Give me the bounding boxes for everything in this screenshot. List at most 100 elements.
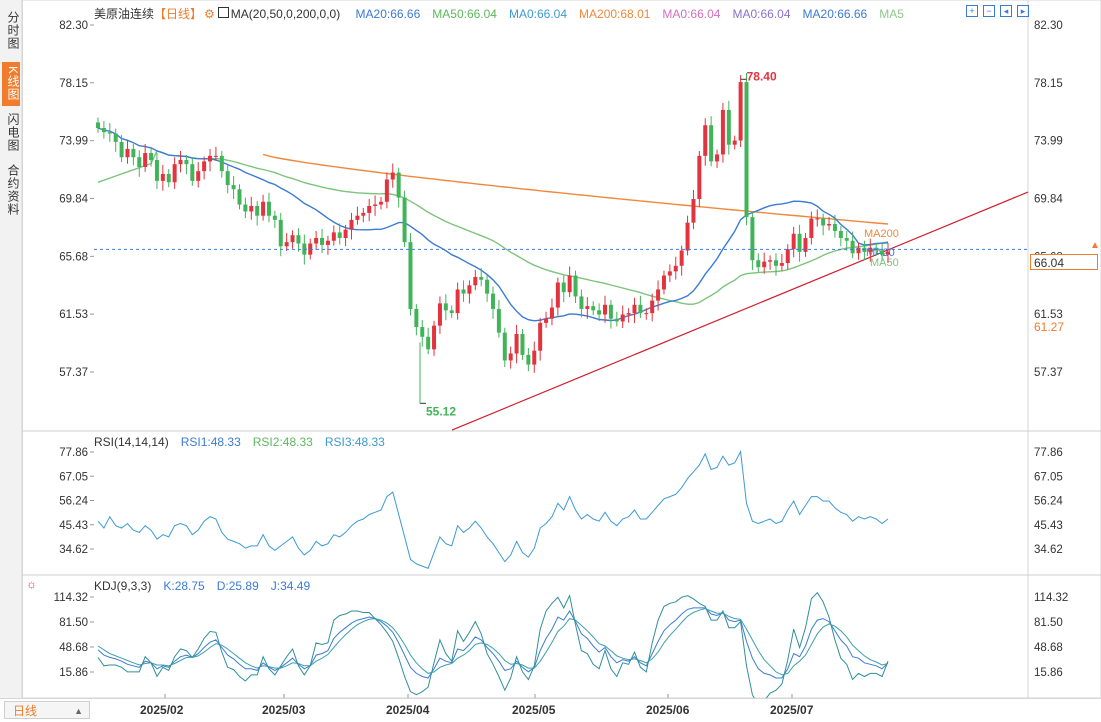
date-label: 2025/04 bbox=[386, 703, 430, 717]
indicator-box-icon[interactable] bbox=[217, 7, 229, 18]
kdj-legend-item: K:28.75 bbox=[163, 579, 205, 593]
rsi-tick-label-left: 77.86 bbox=[59, 447, 88, 459]
last-price-badge: 66.04 bbox=[1030, 254, 1098, 270]
candle-body bbox=[432, 325, 437, 350]
tab-timeshare[interactable]: 分时图 bbox=[6, 10, 20, 50]
low-price-label: 55.12 bbox=[426, 404, 456, 418]
candle-body bbox=[349, 219, 354, 230]
candle-body bbox=[449, 310, 454, 314]
candle-body bbox=[597, 310, 602, 315]
ma200-line-label: MA200 bbox=[864, 228, 899, 240]
candle-body bbox=[715, 154, 720, 162]
ma-legend-item: MA200:68.01 bbox=[579, 7, 651, 21]
candle-body bbox=[325, 240, 330, 245]
candle-body bbox=[791, 233, 796, 250]
candle-body bbox=[166, 173, 171, 183]
rsi-tick-label-left: 56.24 bbox=[59, 496, 88, 508]
rsi-legend-item: RSI3:48.33 bbox=[324, 435, 385, 449]
chart-canvas: 82.30 82.30 78.15 78.15 73.99 73.99 69.84 69.84… bbox=[21, 0, 1101, 698]
price-tick-label-right: 82.30 bbox=[1034, 20, 1063, 32]
ma-right-value: 61.27 bbox=[1034, 320, 1065, 334]
kdj-k-line bbox=[97, 607, 889, 679]
price-tick-label-right: 78.15 bbox=[1034, 78, 1063, 90]
candle-body bbox=[266, 201, 271, 216]
tab-kline[interactable]: K线图 bbox=[2, 62, 20, 106]
period-select-label: 日线 bbox=[13, 704, 38, 718]
period-select-button[interactable]: 日线 ▲ bbox=[4, 701, 90, 719]
candle-body bbox=[614, 318, 619, 322]
sun-icon[interactable]: ☼ bbox=[26, 577, 37, 591]
candle-body bbox=[455, 289, 460, 314]
candle-body bbox=[886, 251, 890, 255]
candle-body bbox=[750, 217, 755, 261]
candle-body bbox=[508, 353, 513, 361]
candle-body bbox=[827, 224, 832, 226]
price-tick-label-left: 65.68 bbox=[59, 251, 88, 263]
candle-body bbox=[131, 148, 136, 158]
candle-body bbox=[107, 132, 112, 134]
candle-body bbox=[691, 198, 696, 223]
candle-body bbox=[125, 148, 130, 158]
candle-body bbox=[561, 282, 566, 293]
rsi-tick-label-left: 45.43 bbox=[59, 520, 88, 532]
tab-flash-chart[interactable]: 闪电图 bbox=[6, 112, 20, 152]
candle-body bbox=[96, 122, 100, 129]
candle-body bbox=[661, 275, 666, 290]
candle-body bbox=[856, 247, 861, 254]
candle-body bbox=[261, 201, 266, 216]
candle-body bbox=[555, 282, 560, 308]
candle-body bbox=[797, 233, 802, 252]
ma-legend-item: MA20:66.66 bbox=[802, 7, 868, 21]
price-tick-label-left: 69.84 bbox=[59, 193, 88, 205]
candle-body bbox=[549, 307, 554, 319]
price-tick-label-left: 82.30 bbox=[59, 20, 88, 32]
candle-body bbox=[331, 232, 336, 241]
candle-body bbox=[479, 276, 484, 280]
candle-body bbox=[650, 300, 655, 314]
candle-body bbox=[620, 314, 625, 322]
candle-body bbox=[402, 197, 407, 243]
candle-body bbox=[544, 318, 549, 323]
candle-body bbox=[296, 235, 301, 244]
price-tick-label-right: 57.37 bbox=[1034, 367, 1063, 379]
candle-body bbox=[585, 306, 590, 309]
tab-contract-info[interactable]: 合约资料 bbox=[6, 164, 20, 216]
date-label: 2025/07 bbox=[770, 703, 814, 717]
candle-body bbox=[355, 215, 360, 220]
kdj-d-line bbox=[97, 608, 889, 676]
kdj-tick-label-right: 114.32 bbox=[1034, 592, 1068, 604]
candle-body bbox=[709, 125, 714, 162]
shrink-icon[interactable]: − bbox=[983, 5, 995, 17]
rsi-legend-item: RSI2:48.33 bbox=[252, 435, 313, 449]
candle-body bbox=[809, 218, 814, 238]
move-left-icon[interactable]: ◂ bbox=[1000, 5, 1012, 17]
expand-icon[interactable]: + bbox=[966, 5, 978, 17]
price-tick-label-right: 73.99 bbox=[1034, 136, 1063, 148]
move-right-icon[interactable]: ▸ bbox=[1017, 5, 1029, 17]
symbol-name: 美原油连续 bbox=[94, 7, 155, 21]
candle-body bbox=[779, 263, 784, 266]
candle-body bbox=[638, 304, 643, 314]
candle-body bbox=[496, 308, 501, 333]
settings-gear-icon[interactable]: ⚙ bbox=[204, 7, 215, 21]
kdj-tick-label-left: 114.32 bbox=[54, 592, 88, 604]
candle-body bbox=[656, 289, 661, 301]
trend-line bbox=[451, 191, 1029, 431]
candle-body bbox=[762, 261, 767, 268]
kdj-title: KDJ(9,3,3) bbox=[94, 579, 152, 593]
kdj-legend: KDJ(9,3,3) K:28.75 D:25.89 J:34.49 bbox=[94, 579, 322, 593]
candle-body bbox=[603, 304, 608, 315]
chart-border bbox=[21, 0, 1101, 698]
scroll-up-icon[interactable]: ▲ bbox=[1090, 240, 1100, 251]
period-label: 【日线】 bbox=[154, 7, 203, 21]
candle-body bbox=[485, 279, 490, 294]
candle-body bbox=[202, 161, 207, 172]
candle-body bbox=[119, 141, 124, 158]
price-tick-label-left: 57.37 bbox=[59, 367, 88, 379]
rsi-title: RSI(14,14,14) bbox=[94, 435, 169, 449]
candle-body bbox=[880, 250, 885, 255]
candle-body bbox=[154, 160, 159, 181]
candle-body bbox=[208, 155, 213, 162]
candle-body bbox=[420, 327, 425, 337]
